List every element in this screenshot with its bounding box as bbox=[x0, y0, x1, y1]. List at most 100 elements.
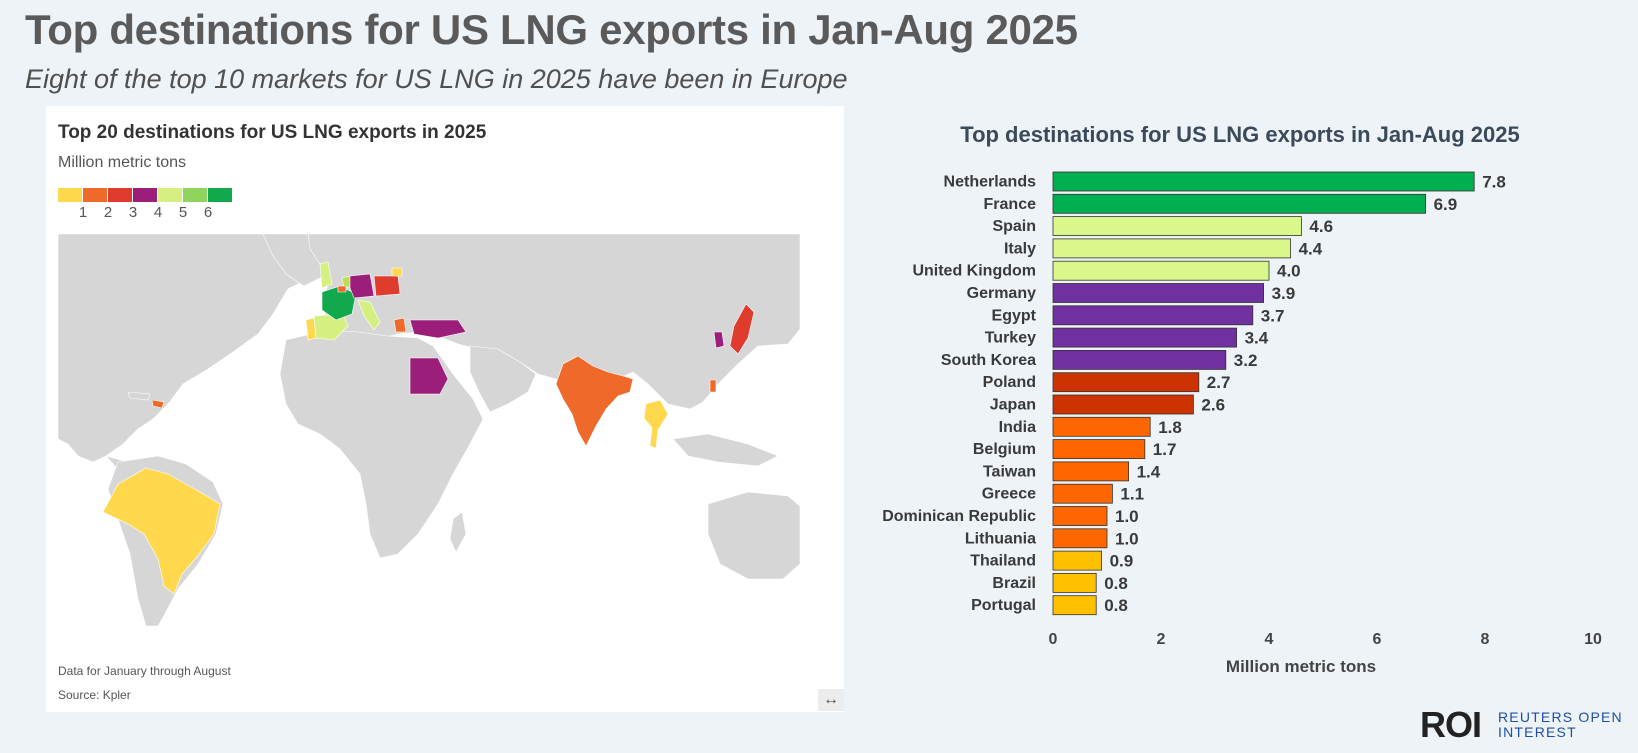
germany bbox=[349, 273, 375, 299]
legend-swatch bbox=[208, 188, 232, 202]
data-label: 2.6 bbox=[1201, 396, 1225, 415]
legend-swatch bbox=[158, 188, 182, 202]
x-tick-label: 2 bbox=[1157, 631, 1166, 648]
data-label: 1.0 bbox=[1115, 507, 1139, 526]
map-note: Data for January through August bbox=[58, 664, 231, 678]
data-label: 4.0 bbox=[1277, 262, 1301, 281]
australia bbox=[707, 491, 800, 580]
bar bbox=[1052, 550, 1102, 571]
italy bbox=[357, 299, 381, 331]
bar bbox=[1052, 483, 1113, 504]
data-label: 0.9 bbox=[1110, 552, 1134, 571]
category-label: Thailand bbox=[970, 553, 1036, 570]
egypt bbox=[409, 357, 449, 395]
map-panel: Top 20 destinations for US LNG exports i… bbox=[46, 106, 844, 712]
category-label: Poland bbox=[983, 374, 1036, 391]
chart-title: Top destinations for US LNG exports in J… bbox=[960, 122, 1519, 147]
category-label: Japan bbox=[990, 397, 1036, 414]
data-label: 3.2 bbox=[1234, 351, 1258, 370]
data-label: 0.8 bbox=[1104, 574, 1128, 593]
x-tick-label: 8 bbox=[1481, 631, 1490, 648]
category-label: Dominican Republic bbox=[882, 508, 1036, 525]
legend-swatch bbox=[83, 188, 107, 202]
map-legend bbox=[58, 188, 233, 202]
category-label: Lithuania bbox=[965, 530, 1036, 547]
legend-swatch bbox=[58, 188, 82, 202]
data-label: 2.7 bbox=[1207, 373, 1231, 392]
reuters-open-interest-wordmark: REUTERS OPEN INTEREST bbox=[1498, 710, 1623, 740]
data-label: 3.7 bbox=[1261, 306, 1285, 325]
category-label: South Korea bbox=[941, 352, 1036, 369]
bar-chart: Top destinations for US LNG exports in J… bbox=[882, 122, 1602, 676]
data-label: 4.6 bbox=[1309, 217, 1333, 236]
bar bbox=[1052, 416, 1151, 437]
bar bbox=[1052, 327, 1238, 348]
bar bbox=[1052, 506, 1108, 526]
bar bbox=[1052, 305, 1254, 326]
bar bbox=[1052, 572, 1097, 593]
taiwan bbox=[709, 379, 717, 393]
category-label: Brazil bbox=[992, 575, 1036, 592]
x-axis-label: Million metric tons bbox=[1226, 657, 1376, 676]
greece bbox=[393, 317, 407, 333]
southeast-asia-islands bbox=[672, 433, 779, 467]
category-label: Egypt bbox=[992, 307, 1037, 324]
category-label: Turkey bbox=[985, 330, 1036, 347]
legend-swatch bbox=[183, 188, 207, 202]
south-korea bbox=[713, 331, 725, 349]
category-label: Netherlands bbox=[944, 174, 1037, 191]
legend-tick-label: 1 bbox=[78, 204, 88, 221]
data-label: 1.0 bbox=[1115, 529, 1139, 548]
data-label: 6.9 bbox=[1434, 195, 1458, 214]
x-axis: 0 2 4 6 8 10 bbox=[1049, 631, 1602, 648]
data-label: 3.4 bbox=[1245, 329, 1269, 348]
category-label: Belgium bbox=[973, 441, 1036, 458]
poland bbox=[373, 275, 401, 297]
legend-swatch bbox=[133, 188, 157, 202]
data-label: 0.8 bbox=[1104, 596, 1128, 615]
map-title: Top 20 destinations for US LNG exports i… bbox=[58, 122, 487, 143]
legend-tick-label: 4 bbox=[153, 204, 163, 221]
category-label: United Kingdom bbox=[912, 263, 1036, 280]
bar bbox=[1052, 595, 1097, 616]
data-label: 1.7 bbox=[1153, 440, 1177, 459]
bar bbox=[1052, 260, 1270, 281]
dominican-republic bbox=[151, 399, 165, 409]
bar bbox=[1052, 394, 1194, 415]
expand-icon[interactable]: ↔ bbox=[818, 689, 844, 711]
belgium bbox=[337, 285, 347, 293]
madagascar bbox=[449, 511, 467, 553]
bar bbox=[1052, 349, 1227, 370]
bar bbox=[1052, 171, 1475, 192]
map-unit: Million metric tons bbox=[58, 154, 187, 171]
x-tick-label: 10 bbox=[1584, 631, 1602, 648]
bar bbox=[1052, 238, 1292, 259]
thailand bbox=[643, 399, 669, 449]
bar bbox=[1052, 216, 1302, 236]
wordmark-line1: REUTERS OPEN bbox=[1498, 709, 1623, 725]
x-tick-label: 0 bbox=[1049, 631, 1058, 648]
brazil bbox=[102, 467, 221, 595]
wordmark-line2: INTEREST bbox=[1498, 724, 1577, 740]
data-label: 1.4 bbox=[1137, 462, 1161, 481]
category-label: Greece bbox=[982, 486, 1036, 503]
page-subtitle: Eight of the top 10 markets for US LNG i… bbox=[25, 64, 848, 94]
bar bbox=[1052, 372, 1200, 393]
world-map bbox=[58, 234, 800, 626]
bars: Netherlands 7.8 France 6.9 Spain 4.6 Italy 4.4 U… bbox=[882, 171, 1506, 616]
category-label: France bbox=[984, 196, 1037, 213]
legend-tick-label: 2 bbox=[103, 204, 113, 221]
india bbox=[555, 355, 634, 447]
data-label: 4.4 bbox=[1299, 239, 1323, 258]
data-label: 1.1 bbox=[1120, 485, 1144, 504]
roi-logo: ROI bbox=[1420, 704, 1482, 745]
category-label: Taiwan bbox=[983, 463, 1036, 480]
category-label: Italy bbox=[1004, 240, 1036, 257]
category-label: Portugal bbox=[971, 597, 1036, 614]
bar bbox=[1052, 283, 1265, 303]
legend-tick-label: 5 bbox=[178, 204, 188, 221]
legend-tick-label: 3 bbox=[128, 204, 138, 221]
arabia bbox=[469, 345, 537, 413]
data-label: 3.9 bbox=[1272, 284, 1296, 303]
